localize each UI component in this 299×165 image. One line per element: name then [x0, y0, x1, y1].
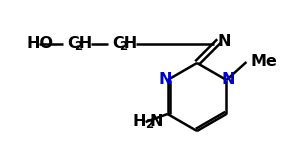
Text: 2: 2 — [119, 40, 127, 53]
Text: N: N — [222, 72, 235, 87]
Text: 2: 2 — [146, 118, 154, 132]
Text: N: N — [217, 33, 231, 49]
Text: CH: CH — [67, 36, 92, 51]
Text: N: N — [159, 72, 172, 87]
Text: HO: HO — [27, 36, 54, 51]
Text: 2: 2 — [74, 40, 82, 53]
Text: CH: CH — [112, 36, 137, 51]
Text: Me: Me — [251, 54, 277, 69]
Text: N: N — [150, 115, 163, 130]
Text: H: H — [132, 115, 146, 130]
